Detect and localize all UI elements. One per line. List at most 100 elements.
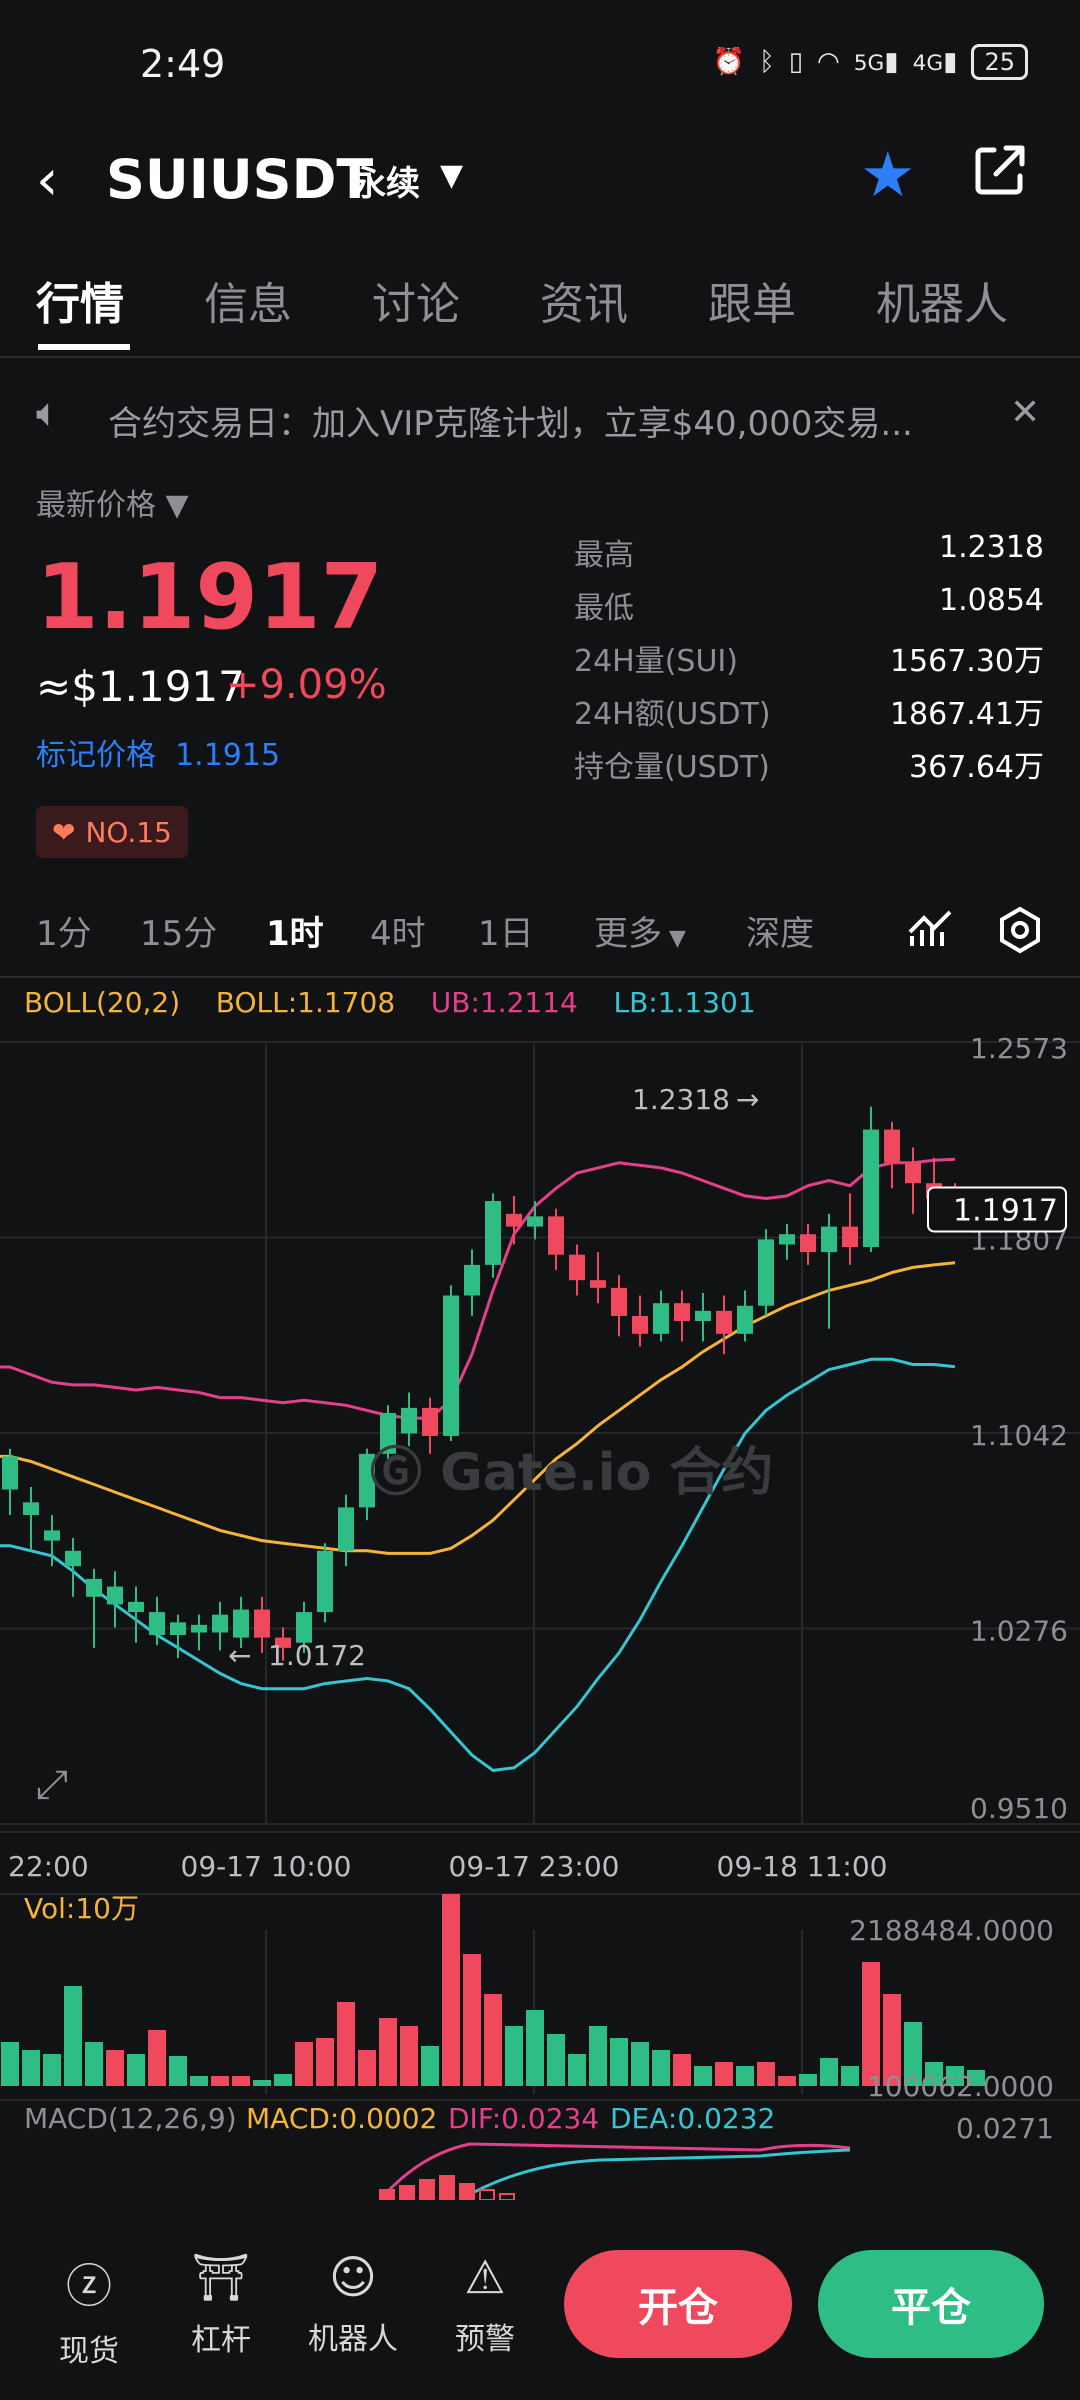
macd-histogram-bar	[379, 2189, 395, 2200]
candle-body	[779, 1234, 795, 1245]
volume-legend: Vol:10万	[24, 1892, 139, 1925]
dropdown-caret-icon[interactable]: ▼	[440, 158, 464, 193]
stat-row: 最高 1.2318	[574, 530, 1044, 573]
pair-symbol[interactable]: SUIUSDT	[106, 148, 374, 211]
timeframe-1d[interactable]: 1日	[478, 914, 534, 954]
nav-bots[interactable]: ☺ 机器人	[298, 2250, 408, 2358]
volume-bar	[799, 2074, 817, 2086]
volume-bar	[1, 2042, 19, 2086]
candle-body	[464, 1264, 480, 1296]
candle-body	[548, 1216, 564, 1255]
nav-spot[interactable]: ⓩ 现货	[34, 2250, 144, 2370]
high-price-marker: 1.2318	[632, 1083, 730, 1116]
volume-max-label: 2188484.0000	[849, 1914, 1054, 1947]
open-position-button[interactable]: 开仓	[564, 2250, 792, 2358]
tab-bots[interactable]: 机器人	[876, 279, 1008, 330]
volume-bar	[295, 2042, 313, 2086]
indicator-icon[interactable]	[906, 906, 954, 954]
bluetooth-icon: ᛒ	[759, 47, 775, 77]
boll-legend: BOLL(20,2) BOLL:1.1708 UB:1.2114 LB:1.13…	[24, 986, 756, 1019]
rank-badge[interactable]: ❤ NO.15	[36, 806, 188, 858]
status-icons: ⏰ ᛒ ▯ ◠ 5G▮ 4G▮ 25	[713, 44, 1028, 80]
latest-price-label[interactable]: 最新价格 ▼	[36, 488, 189, 523]
tab-underline	[38, 344, 130, 350]
boll-lower-line	[0, 1357, 956, 1772]
macd-histogram-bar	[419, 2179, 435, 2200]
volume-bar	[652, 2050, 670, 2086]
volume-bar	[547, 2034, 565, 2086]
contract-type[interactable]: 永续	[352, 164, 420, 204]
notice-banner-text[interactable]: 合约交易日：加入VIP克隆计划，立享$40,000交易...	[108, 404, 913, 444]
candle-body	[653, 1303, 669, 1334]
share-icon[interactable]	[972, 142, 1028, 198]
back-icon[interactable]: ‹	[36, 148, 59, 213]
x-tick-label: 22:00	[8, 1850, 89, 1883]
candle-body	[107, 1586, 123, 1605]
x-tick-label: 09-17 23:00	[449, 1850, 620, 1883]
volume-bar	[442, 1894, 460, 2086]
volume-bar	[631, 2042, 649, 2086]
candle-body	[674, 1303, 690, 1322]
vibrate-icon: ▯	[788, 47, 804, 77]
stat-row: 24H量(SUI) 1567.30万	[574, 644, 1044, 679]
close-position-button[interactable]: 平仓	[818, 2250, 1044, 2358]
candle-body	[128, 1601, 144, 1613]
candle-body	[233, 1609, 249, 1638]
candle-body	[359, 1453, 375, 1508]
volume-bar	[421, 2046, 439, 2086]
alarm-icon: ⏰	[712, 47, 746, 77]
volume-bar	[190, 2076, 208, 2086]
volume-bar	[820, 2058, 838, 2086]
close-icon[interactable]: ✕	[1010, 392, 1041, 433]
candle-body	[149, 1612, 165, 1636]
timeframe-1m[interactable]: 1分	[36, 914, 92, 954]
low-price-marker: 1.0172	[268, 1639, 366, 1672]
alert-icon: ⚠	[464, 2250, 506, 2304]
candle-body	[590, 1280, 606, 1288]
tab-discussion[interactable]: 讨论	[372, 279, 460, 330]
candle-body	[296, 1612, 312, 1643]
favorite-star-icon[interactable]: ★	[860, 138, 916, 211]
settings-icon[interactable]	[996, 906, 1044, 954]
candle-body	[842, 1226, 858, 1248]
timeframe-4h[interactable]: 4时	[370, 914, 426, 954]
tab-copy-trading[interactable]: 跟单	[708, 279, 796, 330]
tab-market[interactable]: 行情	[36, 279, 124, 330]
volume-bar	[610, 2038, 628, 2086]
volume-bar	[106, 2050, 124, 2086]
timeframe-more[interactable]: 更多 ▼	[594, 914, 686, 954]
stat-row: 最低 1.0854	[574, 583, 1044, 626]
volume-bar	[925, 2062, 943, 2086]
candle-body	[695, 1310, 711, 1322]
macd-dea-line	[459, 2148, 851, 2200]
candle-body	[632, 1315, 648, 1334]
timeframe-15m[interactable]: 15分	[140, 914, 218, 954]
volume-bar	[274, 2074, 292, 2086]
timeframe-1h[interactable]: 1时	[266, 914, 324, 954]
volume-bar	[862, 1962, 880, 2086]
stat-row: 持仓量(USDT) 367.64万	[574, 750, 1044, 785]
depth-tab[interactable]: 深度	[746, 914, 814, 954]
candle-body	[569, 1254, 585, 1281]
x-tick-label: 09-18 11:00	[717, 1850, 888, 1883]
volume-bar	[883, 1994, 901, 2086]
fullscreen-icon[interactable]: ⤢	[36, 1762, 68, 1808]
timeframe-bar: 1分 15分 1时 4时 1日 更多 ▼ 深度	[0, 906, 1080, 976]
volume-min-label: 100062.0000	[867, 2070, 1054, 2103]
volume-bar	[715, 2062, 733, 2086]
macd-legend-item: DEA:0.0232	[610, 2102, 775, 2135]
tab-news[interactable]: 资讯	[540, 279, 628, 330]
nav-margin[interactable]: ⛩ 杠杆	[166, 2250, 276, 2359]
heart-icon: ❤	[52, 815, 76, 849]
tab-info[interactable]: 信息	[204, 279, 292, 330]
main-tabs: 行情 信息 讨论 资讯 跟单 机器人	[0, 262, 1080, 358]
candle-body	[527, 1216, 543, 1227]
candle-body	[44, 1530, 60, 1541]
nav-alerts[interactable]: ⚠ 预警	[430, 2250, 540, 2358]
macd-histogram-bar	[499, 2193, 515, 2200]
gate-watermark-logo: Ⓖ Gate.io 合约	[370, 1443, 774, 1503]
macd-histogram-bar	[439, 2175, 455, 2200]
boll-mid-line	[0, 1261, 956, 1555]
candle-body	[485, 1201, 501, 1265]
